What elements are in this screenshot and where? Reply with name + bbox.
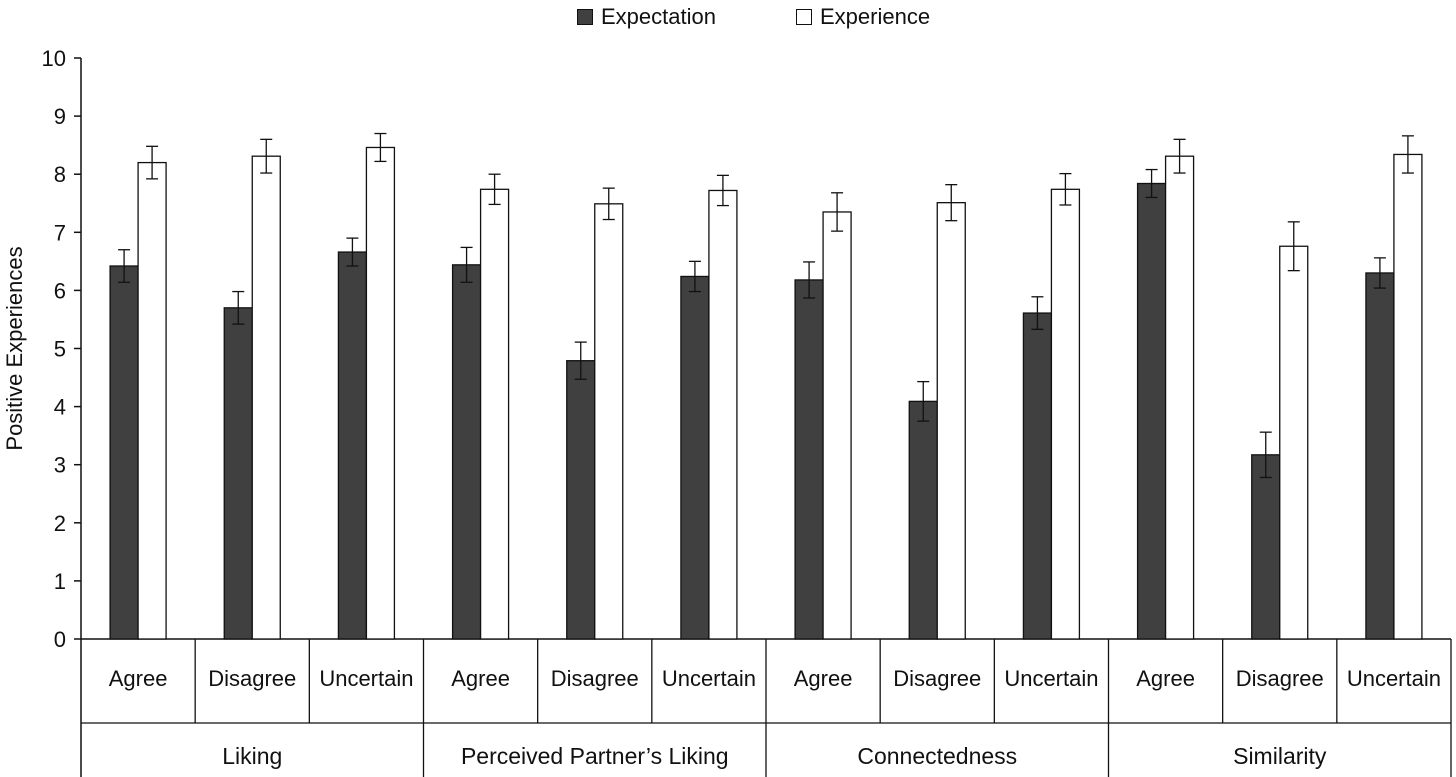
bar <box>451 264 482 640</box>
bar <box>1365 272 1395 640</box>
bar <box>822 211 852 640</box>
legend-label-expectation: Expectation <box>601 4 716 29</box>
bar <box>908 400 938 640</box>
bar <box>479 188 510 640</box>
bar <box>566 360 596 640</box>
legend-swatch-experience <box>796 9 812 25</box>
x-group-label: Perceived Partner’s Liking <box>461 743 729 769</box>
x-category-label: Agree <box>451 666 510 691</box>
bar <box>680 275 710 640</box>
bar <box>1251 454 1281 640</box>
x-category-label: Uncertain <box>319 666 413 691</box>
bar <box>109 265 139 640</box>
x-category-label: Agree <box>109 666 168 691</box>
bar <box>1393 153 1423 640</box>
x-group-label: Liking <box>222 743 282 769</box>
y-tick-label: 10 <box>42 46 66 71</box>
x-category-label: Disagree <box>1236 666 1324 691</box>
bar <box>1022 312 1053 640</box>
bar <box>594 203 624 640</box>
y-tick-label: 3 <box>54 453 66 478</box>
legend-label-experience: Experience <box>820 4 931 29</box>
bar <box>337 251 368 640</box>
y-tick-label: 5 <box>54 337 66 362</box>
bar <box>223 307 253 640</box>
bar <box>1136 182 1167 640</box>
bar <box>936 202 966 640</box>
legend-item-expectation: Expectation <box>577 4 716 30</box>
x-category-label: Disagree <box>551 666 639 691</box>
y-axis-label: Positive Experiences <box>2 246 27 450</box>
plot-area: 0 1 2 3 4 5 6 7 8 9 10 Positive Experiences Agree Dis… <box>2 46 1452 777</box>
y-tick-label: 9 <box>54 104 66 129</box>
y-tick-label: 0 <box>54 627 66 652</box>
y-tick-label: 6 <box>54 278 66 303</box>
bar <box>708 189 738 640</box>
x-category-label: Uncertain <box>1004 666 1098 691</box>
x-category-label: Disagree <box>208 666 296 691</box>
y-tick-label: 2 <box>54 511 66 536</box>
x-category-label: Uncertain <box>662 666 756 691</box>
x-group-label: Similarity <box>1233 743 1327 769</box>
bar <box>1279 245 1309 640</box>
bar <box>365 146 396 640</box>
x-category-label: Agree <box>1136 666 1195 691</box>
y-tick-label: 1 <box>54 569 66 594</box>
y-tick-label: 7 <box>54 220 66 245</box>
legend-swatch-expectation <box>577 9 593 25</box>
x-group-label: Connectedness <box>857 743 1017 769</box>
y-tick-label: 4 <box>54 395 66 420</box>
bar <box>1164 155 1195 640</box>
legend: Expectation Experience <box>0 2 1456 32</box>
bar <box>251 155 281 640</box>
x-category-label: Disagree <box>893 666 981 691</box>
legend-item-experience: Experience <box>796 4 930 30</box>
bar <box>137 161 167 640</box>
bar <box>1050 188 1081 640</box>
y-tick-label: 8 <box>54 162 66 187</box>
x-category-label: Agree <box>794 666 853 691</box>
bar <box>794 279 824 640</box>
x-category-label: Uncertain <box>1347 666 1441 691</box>
